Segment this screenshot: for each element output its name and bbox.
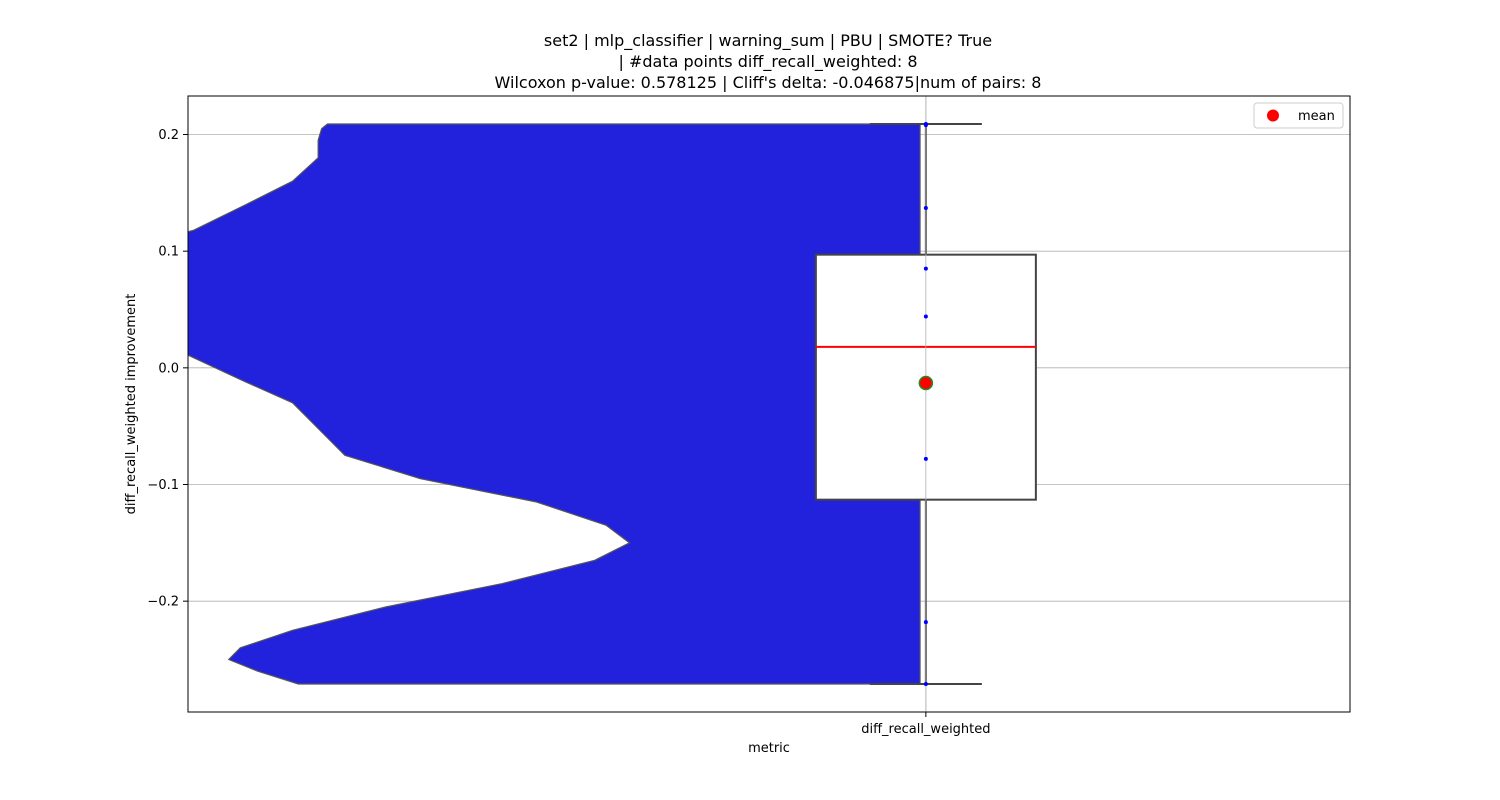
- violin-layer: [188, 123, 921, 685]
- x-axis-ticks: diff_recall_weighted: [861, 712, 991, 737]
- mean-marker: [918, 375, 934, 391]
- data-point: [923, 123, 928, 128]
- data-point: [923, 206, 928, 210]
- title-line-3: Wilcoxon p-value: 0.578125 | Cliff's del…: [495, 73, 1042, 92]
- x-tick-label: diff_recall_weighted: [861, 722, 990, 737]
- data-points-layer: [918, 122, 934, 686]
- y-tick-label: −0.1: [147, 478, 179, 493]
- legend-mean-label: mean: [1298, 109, 1335, 124]
- y-tick-label: 0.0: [158, 361, 179, 376]
- data-point: [923, 620, 928, 625]
- data-point: [923, 456, 928, 461]
- y-axis-label: diff_recall_weighted improvement: [124, 294, 139, 515]
- legend: mean: [1253, 102, 1344, 129]
- data-point: [923, 266, 928, 271]
- y-tick-label: 0.1: [158, 245, 179, 260]
- title-line-1: set2 | mlp_classifier | warning_sum | PB…: [544, 31, 992, 51]
- chart-title: set2 | mlp_classifier | warning_sum | PB…: [495, 31, 1042, 92]
- legend-mean-marker: [1267, 109, 1279, 122]
- y-tick-label: 0.2: [158, 128, 179, 143]
- legend-frame: [1253, 102, 1344, 129]
- y-tick-label: −0.2: [147, 595, 179, 610]
- plot-frame: [187, 95, 1351, 713]
- x-axis-label: metric: [748, 741, 790, 756]
- y-axis-ticks: 0.2 0.1 0.0 −0.1 −0.2: [147, 128, 188, 610]
- data-point: [923, 682, 928, 686]
- violin-shape: [188, 123, 921, 685]
- data-point: [923, 314, 928, 319]
- title-line-2: | #data points diff_recall_weighted: 8: [618, 52, 917, 72]
